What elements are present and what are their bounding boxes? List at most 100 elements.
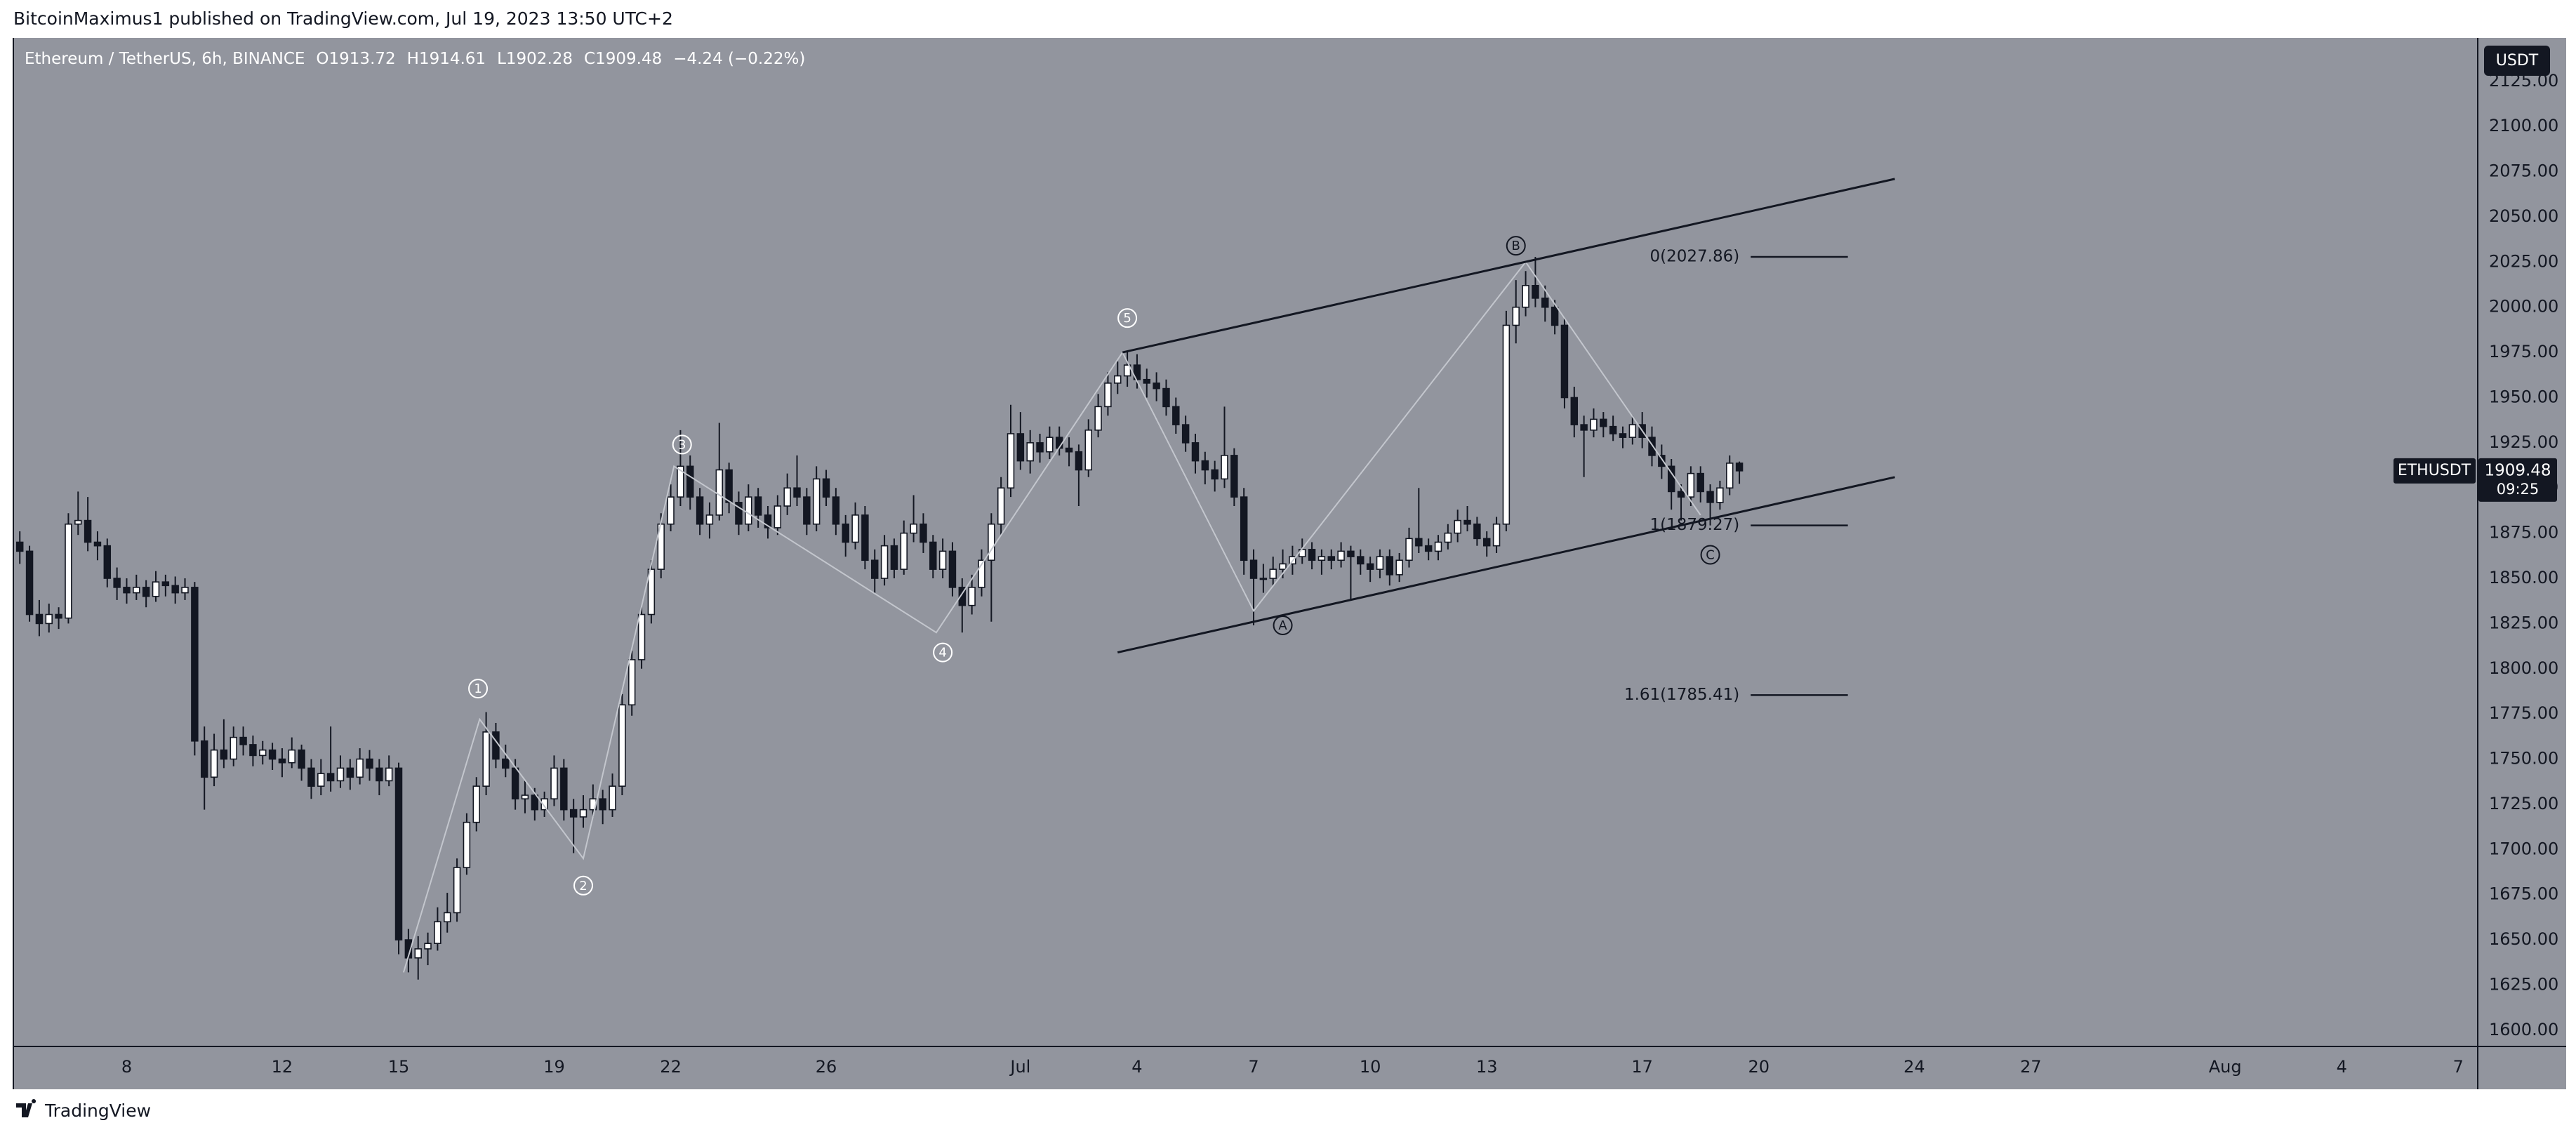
- candle-body: [919, 523, 927, 543]
- candle-body: [152, 581, 160, 597]
- wave-label: 2: [579, 879, 587, 893]
- candle-body: [978, 559, 985, 588]
- legend-field-value: 1902.28: [506, 50, 573, 68]
- wave-label: A: [1278, 618, 1287, 633]
- y-tick-label: 1625.00: [2489, 974, 2558, 994]
- currency-label: USDT: [2496, 52, 2539, 69]
- candle-body: [1502, 324, 1511, 525]
- candle-body: [1600, 418, 1607, 427]
- y-tick-label: 1975.00: [2489, 342, 2558, 361]
- candle-body: [1619, 433, 1627, 438]
- candle-body: [1560, 324, 1569, 399]
- candle-body: [268, 749, 277, 760]
- candle-body: [249, 744, 257, 757]
- x-tick-label: 24: [1904, 1057, 1925, 1077]
- candle-body: [502, 758, 510, 769]
- candle-body: [25, 550, 34, 616]
- candle-body: [929, 541, 937, 570]
- candle-body: [1259, 578, 1268, 580]
- candle-body: [210, 749, 218, 778]
- candle-body: [84, 519, 92, 543]
- candle-body: [715, 469, 724, 516]
- candle-body: [1201, 460, 1209, 471]
- candle-body: [783, 487, 791, 507]
- candle-body: [667, 496, 675, 525]
- x-tick-label: 12: [272, 1057, 293, 1077]
- candle-body: [812, 478, 821, 525]
- candle-body: [1395, 559, 1403, 576]
- candle-body: [1716, 487, 1724, 503]
- overlay: Ethereum / TetherUS, 6h, BINANCE O1913.72…: [25, 50, 2557, 502]
- candle-body: [550, 767, 558, 799]
- x-tick-label: 10: [1360, 1057, 1381, 1077]
- x-tick-label: 20: [1748, 1057, 1770, 1077]
- wave-label: 1: [474, 681, 482, 696]
- x-tick-label: 19: [543, 1057, 565, 1077]
- x-tick-label: 17: [1631, 1057, 1653, 1077]
- candle-body: [142, 587, 150, 597]
- candle-body: [346, 767, 354, 778]
- candle-body: [948, 550, 957, 588]
- candle-body: [424, 943, 432, 950]
- candle-body: [1114, 375, 1122, 384]
- wave-label-circle: [933, 642, 953, 663]
- candle-body: [93, 541, 102, 547]
- candle-body: [822, 478, 830, 498]
- candle-body: [1444, 532, 1452, 543]
- candle-body: [1415, 538, 1423, 547]
- candle-body: [45, 613, 53, 625]
- candle-body: [861, 514, 869, 561]
- channel-line: [1122, 178, 1895, 354]
- candle-body: [1279, 563, 1287, 570]
- candle-body: [628, 659, 636, 706]
- candle-body: [356, 758, 364, 778]
- candle-body: [1162, 387, 1170, 408]
- logo-shape: [16, 1099, 36, 1117]
- candle-body: [1590, 418, 1598, 431]
- candle-body: [988, 523, 995, 561]
- candle-body: [1308, 549, 1316, 561]
- candle-body: [609, 785, 616, 811]
- legend-title: Ethereum / TetherUS, 6h, BINANCE: [25, 50, 305, 68]
- candle-body: [1386, 556, 1394, 576]
- candle-body: [686, 465, 694, 498]
- candle-body: [1628, 424, 1637, 438]
- fib-level-label: 1.61(1785.41): [1624, 686, 1739, 704]
- wave-path: [402, 260, 1701, 973]
- candle-body: [336, 767, 345, 782]
- y-tick-label: 2025.00: [2489, 251, 2558, 271]
- candle-body: [230, 736, 237, 760]
- candle-body: [171, 585, 179, 594]
- candle-body: [1482, 538, 1491, 547]
- candle-body: [1191, 442, 1200, 462]
- y-tick-label: 1700.00: [2489, 839, 2558, 858]
- candle-body: [531, 794, 539, 811]
- candle-body: [239, 736, 247, 745]
- candle-body: [1269, 568, 1277, 579]
- candle-body: [1609, 425, 1617, 434]
- candle-body: [123, 587, 131, 594]
- candle-body: [1532, 285, 1539, 299]
- currency-box: [2484, 46, 2550, 76]
- candle-body: [511, 767, 519, 799]
- candle-body: [1240, 496, 1248, 561]
- y-tick-label: 1925.00: [2489, 432, 2558, 452]
- y-tick-label: 2100.00: [2489, 116, 2558, 135]
- candle-body: [1648, 437, 1656, 456]
- candle-body: [851, 514, 859, 543]
- candle-body: [1541, 298, 1549, 308]
- brand-name: TradingView: [44, 1101, 151, 1121]
- candle-body: [133, 587, 140, 594]
- candle-body: [1211, 469, 1219, 480]
- x-tick-label: 22: [660, 1057, 682, 1077]
- candle-body: [1522, 285, 1529, 308]
- x-tick-label: 4: [1131, 1057, 1142, 1077]
- candle-body: [938, 550, 947, 570]
- candle-body: [1104, 383, 1112, 408]
- candle-body: [1687, 472, 1695, 498]
- wave-label-circle: [1117, 308, 1138, 328]
- candle-body: [1512, 306, 1520, 326]
- candle-body: [1473, 523, 1481, 540]
- candle-body: [1007, 433, 1015, 489]
- candle-body: [1697, 472, 1704, 493]
